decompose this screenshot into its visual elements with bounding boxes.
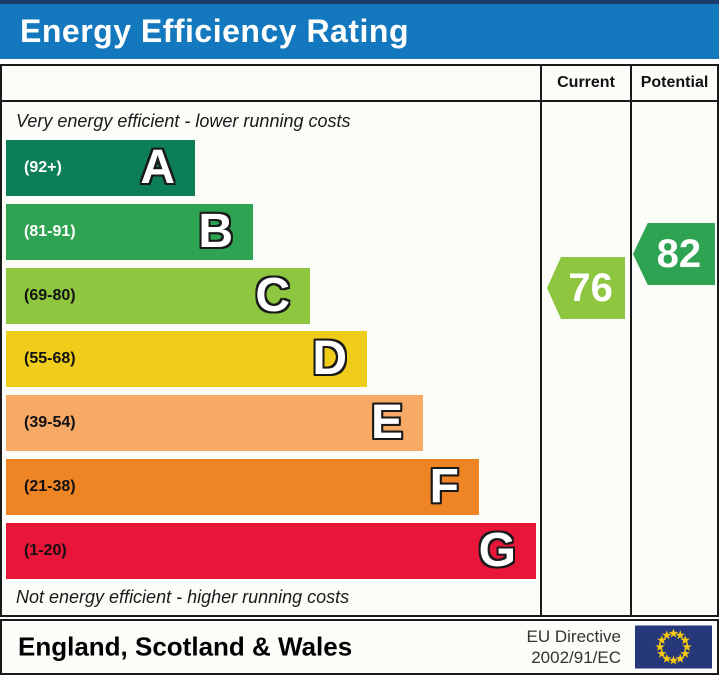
eu-directive-label: EU Directive 2002/91/EC [527, 626, 621, 668]
band-d: (55-68) D [6, 331, 367, 387]
band-a: (92+) A [6, 140, 195, 196]
band-f: (21-38) F [6, 459, 479, 515]
band-letter: C [255, 269, 290, 322]
page-title: Energy Efficiency Rating [20, 13, 409, 49]
band-letter: D [312, 332, 347, 385]
top-note: Very energy efficient - lower running co… [16, 110, 351, 131]
eu-flag-stars [655, 628, 692, 665]
band-g: (1-20) G [6, 523, 536, 579]
potential-rating-marker: 82 [633, 223, 715, 285]
band-letter: A [140, 141, 175, 194]
rating-chart: Current Potential Very energy efficient … [0, 64, 719, 617]
column-divider-current [540, 66, 542, 615]
band-letter: E [370, 396, 403, 449]
eu-flag-icon [635, 625, 712, 669]
current-rating-value: 76 [568, 266, 613, 310]
current-column-header: Current [557, 74, 615, 91]
band-letter: F [429, 460, 459, 513]
bottom-note: Not energy efficient - higher running co… [16, 586, 350, 607]
band-range-label: (81-91) [24, 223, 76, 240]
band-range-label: (92+) [24, 159, 62, 176]
current-rating-marker: 76 [547, 257, 625, 319]
band-range-label: (55-68) [24, 350, 76, 367]
footer: England, Scotland & Wales EU Directive 2… [0, 619, 719, 675]
band-range-label: (21-38) [24, 478, 76, 495]
band-letter: G [478, 524, 516, 577]
region-label: England, Scotland & Wales [18, 631, 353, 662]
potential-column-header: Potential [640, 74, 709, 91]
column-header-row [2, 66, 717, 102]
band-range-label: (1-20) [24, 542, 67, 559]
band-e: (39-54) E [6, 395, 423, 451]
eu-directive-line1: EU Directive [526, 627, 621, 646]
band-c: (69-80) C [6, 268, 310, 324]
band-letter: B [198, 205, 233, 258]
eu-directive-line2: 2002/91/EC [531, 648, 621, 667]
band-range-label: (39-54) [24, 414, 76, 431]
band-b: (81-91) B [6, 204, 253, 260]
title-bar: Energy Efficiency Rating [0, 4, 719, 59]
window-top-strip [0, 0, 719, 4]
potential-rating-value: 82 [656, 232, 702, 276]
band-range-label: (69-80) [24, 287, 76, 304]
column-divider-potential [630, 66, 632, 615]
